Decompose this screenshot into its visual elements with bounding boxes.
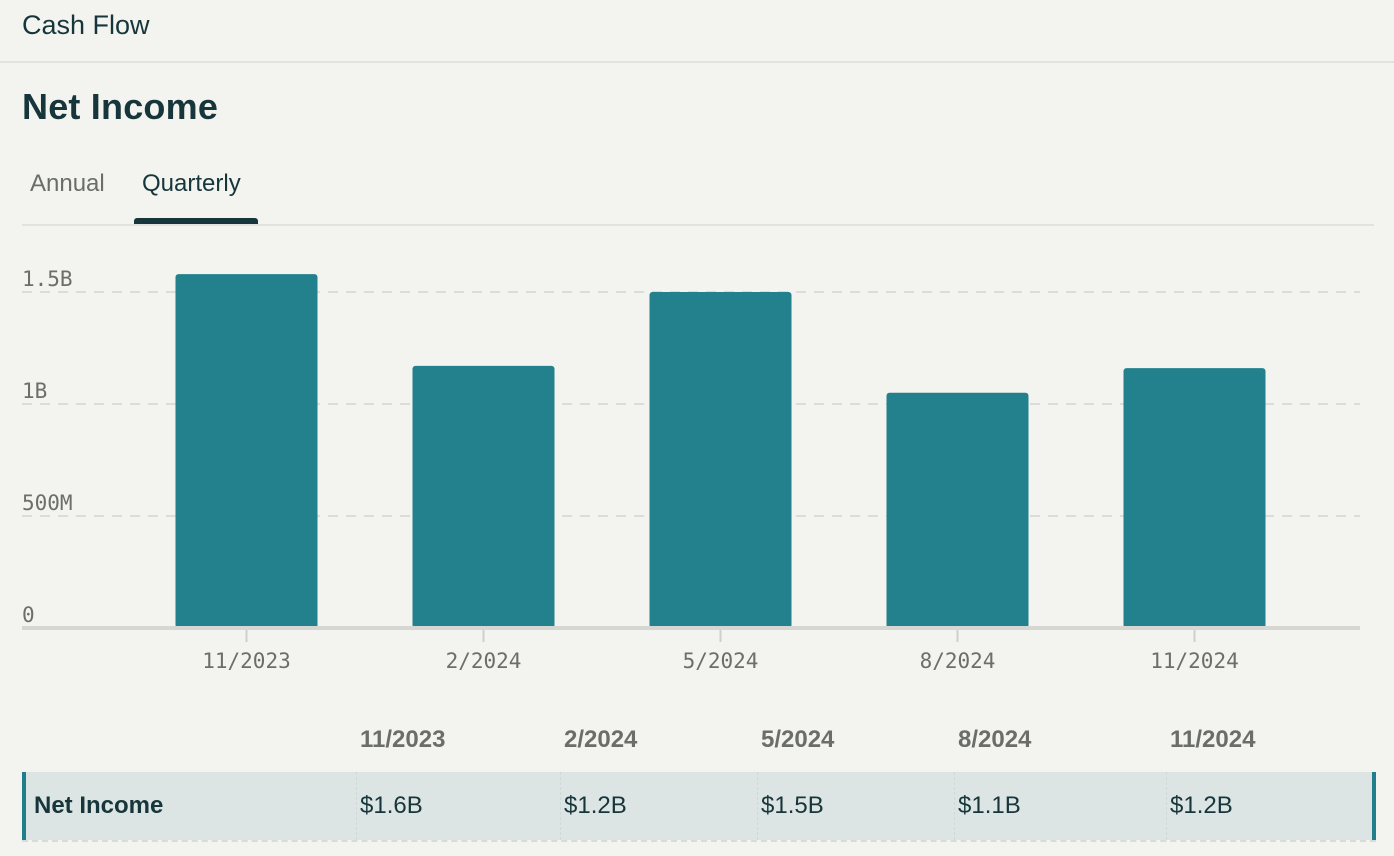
y-tick-label: 1B <box>22 379 47 403</box>
tab-annual[interactable]: Annual <box>30 170 105 197</box>
section-title: Net Income <box>22 86 219 127</box>
x-tick-label: 5/2024 <box>683 649 759 673</box>
column-divider <box>356 772 357 840</box>
table-cell: $1.2B <box>564 792 627 819</box>
period-tabs: Annual Quarterly <box>22 160 1374 226</box>
table-header-col-1: 11/2023 <box>360 726 446 753</box>
table-header-col-2: 2/2024 <box>564 726 638 753</box>
column-divider <box>1166 772 1167 840</box>
column-divider <box>757 772 758 840</box>
table-cell: $1.1B <box>958 792 1021 819</box>
x-tick-label: 11/2023 <box>202 649 291 673</box>
table-cell: $1.5B <box>761 792 824 819</box>
y-tick-label: 500M <box>22 491 73 515</box>
net-income-bar-chart: 0 500M 1B 1.5B 11/2023 2/2024 5/2024 8/2024 11/2… <box>22 267 1360 673</box>
bar-8-2024[interactable] <box>886 392 1029 628</box>
table-header-col-5: 11/2024 <box>1170 726 1256 753</box>
bar-11-2024[interactable] <box>1123 368 1266 628</box>
x-tick-label: 2/2024 <box>446 649 522 673</box>
table-cell: $1.2B <box>1170 792 1233 819</box>
column-divider <box>560 772 561 840</box>
y-tick-label: 0 <box>22 603 35 627</box>
bar-5-2024[interactable] <box>649 292 792 628</box>
x-tick-label: 8/2024 <box>920 649 996 673</box>
x-tick-label: 11/2024 <box>1150 649 1239 673</box>
bar-11-2023[interactable] <box>175 274 318 628</box>
row-label: Net Income <box>34 792 164 819</box>
active-tab-indicator <box>134 218 258 224</box>
table-row-divider <box>22 840 1376 842</box>
tab-quarterly[interactable]: Quarterly <box>142 170 241 197</box>
header-bar: Cash Flow <box>0 0 1394 63</box>
bar-2-2024[interactable] <box>412 365 555 628</box>
column-divider <box>954 772 955 840</box>
y-tick-label: 1.5B <box>22 267 73 291</box>
table-row: Net Income $1.6B $1.2B $1.5B $1.1B $1.2B <box>22 772 1376 840</box>
page-title: Cash Flow <box>22 10 150 40</box>
table-header-col-4: 8/2024 <box>958 726 1032 753</box>
table-cell: $1.6B <box>360 792 423 819</box>
table-header-col-3: 5/2024 <box>761 726 835 753</box>
